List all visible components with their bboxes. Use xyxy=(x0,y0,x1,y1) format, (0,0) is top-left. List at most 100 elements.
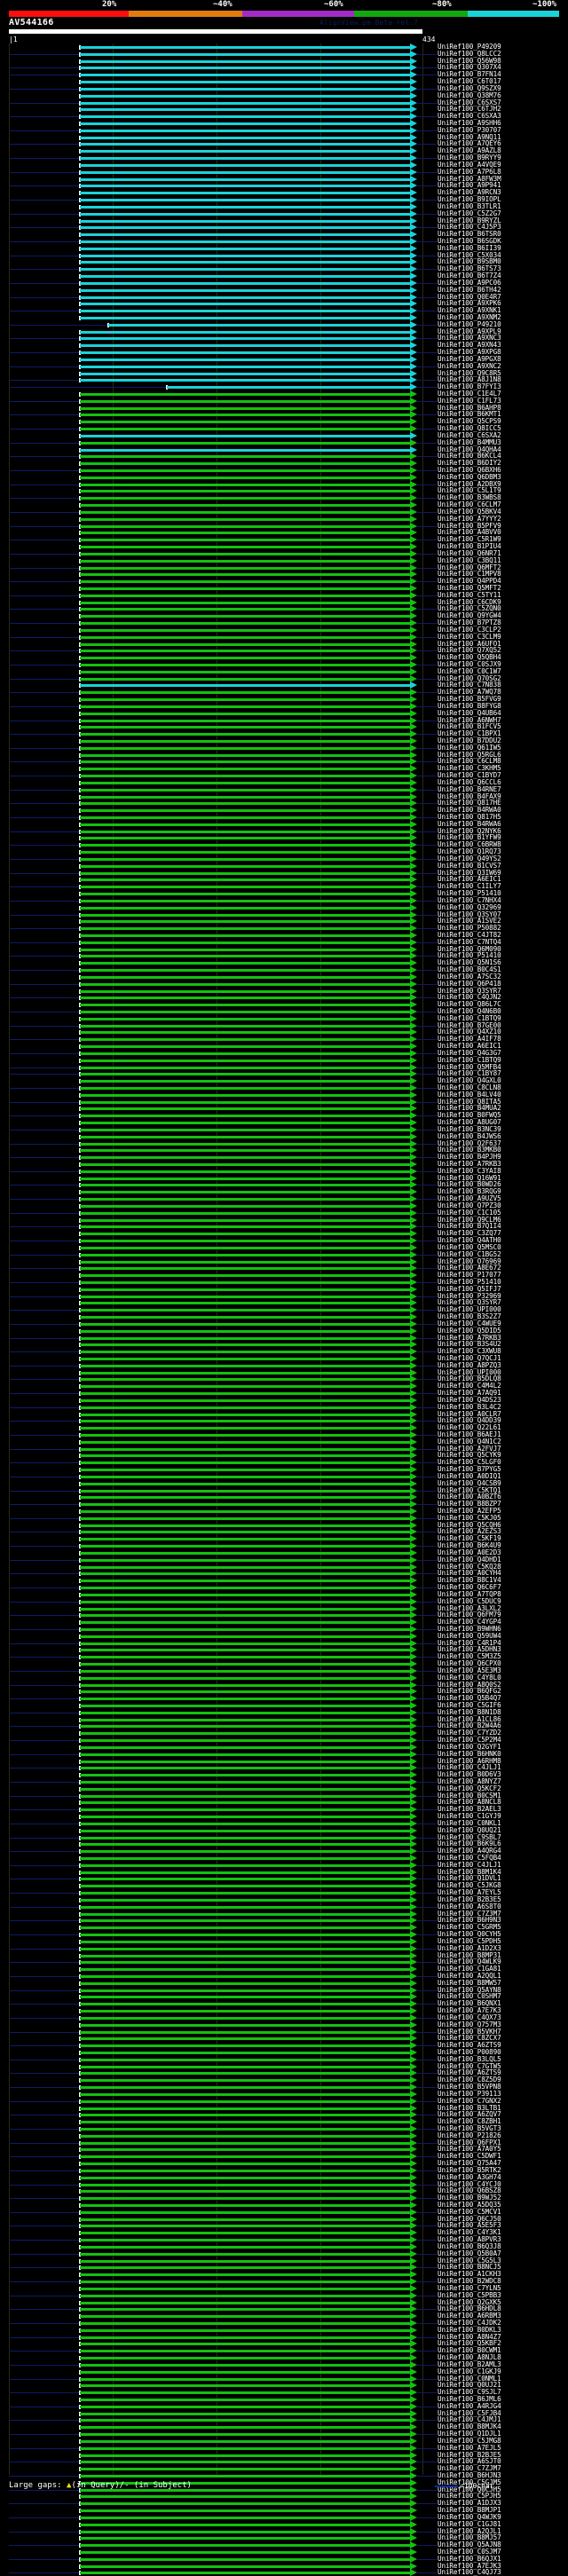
hsp-bar[interactable] xyxy=(80,1365,410,1367)
hsp-bar[interactable] xyxy=(80,1156,410,1159)
hsp-bar[interactable] xyxy=(80,1941,410,1943)
hsp-bar[interactable] xyxy=(80,1191,410,1193)
hit-accession-label[interactable]: UniRef100_B3WBS8 xyxy=(438,493,501,501)
hit-row[interactable]: UniRef100_Q1RQ73 xyxy=(0,848,568,855)
hsp-bar[interactable] xyxy=(80,1899,410,1902)
hit-row[interactable]: UniRef100_Q1DVL1 xyxy=(0,1875,568,1882)
hit-accession-label[interactable]: UniRef100_Q7QCJ1 xyxy=(438,1354,501,1362)
hsp-bar[interactable] xyxy=(80,1996,410,1998)
hsp-bar[interactable] xyxy=(80,2426,410,2429)
hsp-bar[interactable] xyxy=(80,1122,410,1124)
hit-row[interactable]: UniRef100_C4WUE9 xyxy=(0,1320,568,1327)
hit-row[interactable]: UniRef100_A0E2D3 xyxy=(0,1549,568,1556)
hit-accession-label[interactable]: UniRef100_B4RNE7 xyxy=(438,785,501,793)
hsp-bar[interactable] xyxy=(80,893,410,895)
hit-accession-label[interactable]: UniRef100_B3NC39 xyxy=(438,1125,501,1133)
hit-row[interactable]: UniRef100_Q5AJN8 xyxy=(0,2541,568,2548)
hit-accession-label[interactable]: UniRef100_C1BTQ9 xyxy=(438,1014,501,1022)
hsp-bar[interactable] xyxy=(80,2537,410,2540)
hsp-bar[interactable] xyxy=(80,1761,410,1763)
hit-accession-label[interactable]: UniRef100_C9SBL7 xyxy=(438,1833,501,1841)
hit-accession-label[interactable]: UniRef100_Q6NR71 xyxy=(438,549,501,557)
hit-accession-label[interactable]: UniRef100_A6EIC1 xyxy=(438,875,501,883)
hsp-bar[interactable] xyxy=(80,1496,410,1499)
hit-accession-label[interactable]: UniRef100_C3KHM5 xyxy=(438,764,501,772)
hsp-bar[interactable] xyxy=(80,490,410,492)
hit-row[interactable]: UniRef100_B9IOPL xyxy=(0,196,568,203)
hit-accession-label[interactable]: UniRef100_C4QJ73 xyxy=(438,2568,501,2576)
hsp-bar[interactable] xyxy=(80,1725,410,1728)
hit-row[interactable]: UniRef100_A0BZT6 xyxy=(0,1493,568,1501)
hsp-bar[interactable] xyxy=(80,1656,410,1658)
hit-row[interactable]: UniRef100_A6EIC1 xyxy=(0,876,568,883)
hit-row[interactable]: UniRef100_A8N4Z7 xyxy=(0,2334,568,2341)
hit-row[interactable]: UniRef100_B0CSM1 xyxy=(0,1792,568,1800)
hit-row[interactable]: UniRef100_Q0E4R7 xyxy=(0,294,568,301)
hit-row[interactable]: UniRef100_P49210 xyxy=(0,321,568,328)
hit-row[interactable]: UniRef100_Q5KCF2 xyxy=(0,1785,568,1792)
hit-row[interactable]: UniRef100_A9XNK1 xyxy=(0,307,568,314)
hit-row[interactable]: UniRef100_B6KCL4 xyxy=(0,453,568,460)
hsp-bar[interactable] xyxy=(80,1684,410,1687)
hit-accession-label[interactable]: UniRef100_A1CL86 xyxy=(438,1715,501,1723)
hit-accession-label[interactable]: UniRef100_Q5KBF2 xyxy=(438,2339,501,2347)
hit-accession-label[interactable]: UniRef100_Q5MFT2 xyxy=(438,584,501,592)
hit-row[interactable]: UniRef100_B6KMT1 xyxy=(0,411,568,418)
hsp-bar[interactable] xyxy=(80,331,410,334)
hit-accession-label[interactable]: UniRef100_Q307X4 xyxy=(438,63,501,71)
hsp-bar[interactable] xyxy=(80,2302,410,2304)
hit-row[interactable]: UniRef100_C7GNX2 xyxy=(0,2098,568,2105)
hsp-bar[interactable] xyxy=(80,2447,410,2450)
hit-row[interactable]: UniRef100_B9WHN6 xyxy=(0,1626,568,1633)
hit-row[interactable]: UniRef100_B6TH42 xyxy=(0,287,568,294)
hit-accession-label[interactable]: UniRef100_Q0CJH5 xyxy=(438,2485,501,2493)
hsp-bar[interactable] xyxy=(80,1677,410,1680)
hit-row[interactable]: UniRef100_Q8LCC2 xyxy=(0,51,568,58)
hit-accession-label[interactable]: UniRef100_C5DUC9 xyxy=(438,1597,501,1605)
hsp-bar[interactable] xyxy=(80,720,410,722)
hit-row[interactable]: UniRef100_B4RNE7 xyxy=(0,786,568,793)
hit-row[interactable]: UniRef100_B2AML3 xyxy=(0,2361,568,2368)
hsp-bar[interactable] xyxy=(80,1420,410,1422)
hit-accession-label[interactable]: UniRef100_A7SC32 xyxy=(438,973,501,981)
hsp-bar[interactable] xyxy=(80,684,410,687)
hit-accession-label[interactable]: UniRef100_A9XNC2 xyxy=(438,362,501,370)
hit-row[interactable]: UniRef100_A7YYY2 xyxy=(0,516,568,523)
hit-row[interactable]: UniRef100_P32969 xyxy=(0,1293,568,1300)
hit-row[interactable]: UniRef100_B5FVG9 xyxy=(0,696,568,703)
hsp-bar[interactable] xyxy=(80,615,410,618)
hit-row[interactable]: UniRef100_C4JLJ1 xyxy=(0,1862,568,1869)
hit-accession-label[interactable]: UniRef100_Q4CSB9 xyxy=(438,1479,501,1487)
hsp-bar[interactable] xyxy=(80,1469,410,1471)
hit-row[interactable]: UniRef100_C5JMG8 xyxy=(0,2438,568,2445)
hit-accession-label[interactable]: UniRef100_A8NCL8 xyxy=(438,1798,501,1806)
hit-accession-label[interactable]: UniRef100_B8BZP7 xyxy=(438,1500,501,1508)
hsp-bar[interactable] xyxy=(80,2364,410,2367)
hit-accession-label[interactable]: UniRef100_B8MJP1 xyxy=(438,2506,501,2514)
hit-row[interactable]: UniRef100_C5FJB4 xyxy=(0,2410,568,2417)
hit-row[interactable]: UniRef100_Q4DS23 xyxy=(0,1397,568,1404)
hsp-bar[interactable] xyxy=(80,1343,410,1346)
hit-accession-label[interactable]: UniRef100_A6RHM8 xyxy=(438,1757,501,1765)
hsp-bar[interactable] xyxy=(80,844,410,847)
hit-accession-label[interactable]: UniRef100_B2BJE5 xyxy=(438,2451,501,2459)
hit-row[interactable]: UniRef100_C3ZQ77 xyxy=(0,1230,568,1237)
hit-row[interactable]: UniRef100_A4VQE9 xyxy=(0,161,568,169)
hsp-bar[interactable] xyxy=(80,143,410,146)
hit-row[interactable]: UniRef100_Q9CLM6 xyxy=(0,1217,568,1224)
hsp-bar[interactable] xyxy=(80,240,410,243)
hsp-bar[interactable] xyxy=(80,782,410,784)
hsp-bar[interactable] xyxy=(80,1288,410,1291)
hit-row[interactable]: UniRef100_Q6M090 xyxy=(0,946,568,953)
hit-row[interactable]: UniRef100_B6AHP8 xyxy=(0,405,568,412)
hit-accession-label[interactable]: UniRef100_Q70SG2 xyxy=(438,674,501,682)
hit-accession-label[interactable]: UniRef100_C5JMG8 xyxy=(438,2437,501,2445)
hit-accession-label[interactable]: UniRef100_Q2GYF1 xyxy=(438,1743,501,1751)
hit-accession-label[interactable]: UniRef100_A6EIC1 xyxy=(438,1042,501,1050)
hit-accession-label[interactable]: UniRef100_C5FJB4 xyxy=(438,2409,501,2417)
hsp-bar[interactable] xyxy=(80,1233,410,1235)
hit-row[interactable]: UniRef100_C5KTQ1 xyxy=(0,1487,568,1494)
hit-row[interactable]: UniRef100_Q6FM79 xyxy=(0,1611,568,1619)
hit-row[interactable]: UniRef100_C9SJL7 xyxy=(0,2389,568,2396)
hsp-bar[interactable] xyxy=(80,587,410,590)
